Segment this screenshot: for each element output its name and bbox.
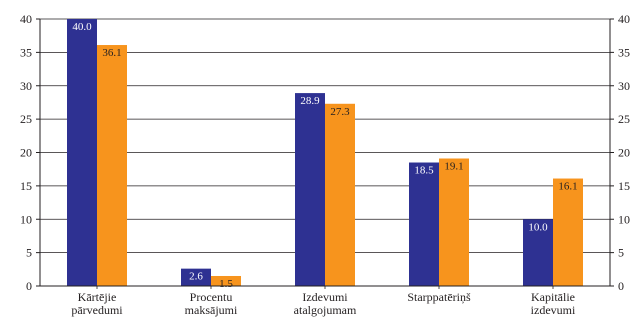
- y-tick-label: 0: [26, 279, 32, 293]
- y-tick-label: 10: [20, 212, 32, 226]
- bar: [409, 162, 439, 286]
- category-label: atalgojumam: [294, 303, 357, 317]
- data-label: 1.5: [219, 278, 233, 290]
- y-tick-label-right: 5: [618, 246, 624, 260]
- y-tick-label: 15: [20, 179, 32, 193]
- y-tick-label-right: 15: [618, 179, 630, 193]
- bar: [439, 158, 469, 286]
- y-tick-label: 35: [20, 45, 32, 59]
- data-labels: 40.0 36.1 2.6 1.5 28.9 27.3 18.5 19.1 10.0 16.1: [72, 21, 577, 290]
- bar: [181, 268, 211, 286]
- bar: [97, 45, 127, 286]
- bar: [295, 93, 325, 286]
- bar: [325, 103, 355, 287]
- y-tick-label-right: 35: [618, 45, 630, 59]
- y-tick-label: 25: [20, 112, 32, 126]
- category-label: Procentu: [190, 290, 233, 304]
- bars: [67, 19, 583, 287]
- bar: [67, 19, 97, 286]
- category-label: Kapitālie: [531, 290, 575, 304]
- data-label: 10.0: [528, 221, 548, 233]
- category-label: pārvedumi: [71, 303, 123, 317]
- y-tick-label-right: 10: [618, 212, 630, 226]
- data-label: 36.1: [102, 47, 121, 59]
- category-label: Starppatēriņš: [407, 290, 471, 304]
- y-axis-left-ticks: 0 5 10 15 20 25 30 35 40: [20, 12, 40, 293]
- category-label: Izdevumi: [302, 290, 348, 304]
- data-label: 27.3: [330, 106, 350, 118]
- data-label: 18.5: [414, 165, 434, 177]
- y-tick-label: 40: [20, 12, 32, 26]
- y-tick-label-right: 40: [618, 12, 630, 26]
- data-label: 2.6: [189, 271, 203, 283]
- y-tick-label-right: 20: [618, 146, 630, 160]
- category-label: izdevumi: [531, 303, 576, 317]
- category-label: maksājumi: [185, 303, 238, 317]
- bar: [211, 275, 241, 286]
- y-tick-label: 5: [26, 246, 32, 260]
- y-tick-label: 20: [20, 146, 32, 160]
- data-label: 40.0: [72, 21, 92, 33]
- bar: [523, 219, 553, 286]
- y-tick-label: 30: [20, 79, 32, 93]
- data-label: 28.9: [300, 95, 320, 107]
- data-label: 19.1: [444, 161, 463, 173]
- y-tick-label-right: 0: [618, 279, 624, 293]
- bar: [553, 178, 583, 286]
- y-tick-label-right: 30: [618, 79, 630, 93]
- y-axis-right-ticks: 0 5 10 15 20 25 30 35 40: [610, 12, 630, 293]
- data-label: 16.1: [558, 181, 577, 193]
- category-label: Kārtējie: [78, 290, 117, 304]
- y-tick-label-right: 25: [618, 112, 630, 126]
